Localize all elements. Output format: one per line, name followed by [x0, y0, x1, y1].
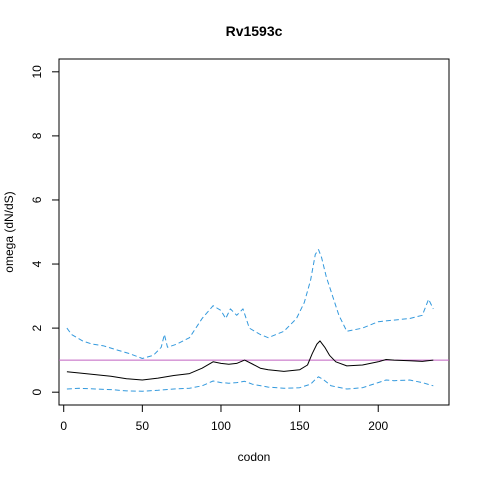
y-tick-label-2: 4	[30, 260, 44, 267]
x-tick-label-2: 100	[211, 419, 231, 433]
y-axis: 0 2 4 6 8 10	[30, 65, 60, 396]
x-tick-label-1: 50	[136, 419, 150, 433]
x-axis: 0 50 100 150 200	[60, 404, 389, 433]
y-tick-label-4: 8	[30, 132, 44, 139]
chart-title: Rv1593c	[226, 23, 283, 39]
x-axis-label: codon	[238, 450, 271, 464]
y-tick-label-1: 2	[30, 324, 44, 331]
plot-frame	[58, 58, 450, 406]
y-tick-label-5: 10	[30, 65, 44, 79]
series-line-omega	[66, 340, 434, 381]
series-line-lower-bound	[66, 376, 434, 392]
y-axis-label: omega (dN/dS)	[2, 191, 16, 272]
y-tick-label-3: 6	[30, 196, 44, 203]
x-tick-label-4: 200	[368, 419, 388, 433]
series-line-upper-bound	[66, 249, 434, 359]
x-tick-label-0: 0	[60, 419, 67, 433]
x-tick-label-3: 150	[290, 419, 310, 433]
y-tick-label-0: 0	[30, 389, 44, 396]
series-layer	[59, 249, 449, 392]
